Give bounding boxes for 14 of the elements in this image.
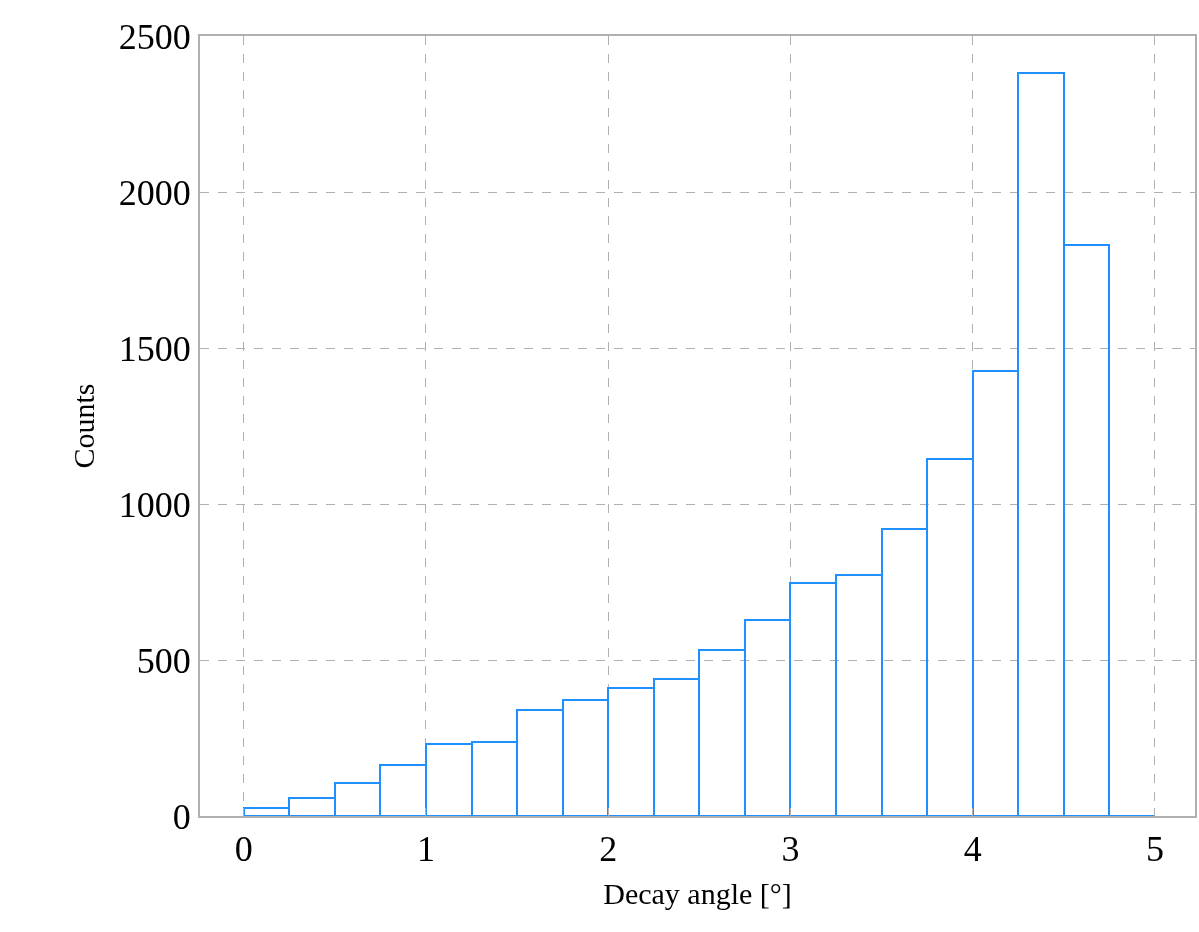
x-axis-title: Decay angle [°] xyxy=(603,877,792,911)
x-tick-label: 2 xyxy=(599,829,618,870)
y-tick-label: 1000 xyxy=(118,484,191,525)
y-tick-label: 2500 xyxy=(118,16,191,57)
y-tick-label: 1500 xyxy=(118,328,191,369)
x-tick-label: 0 xyxy=(234,829,253,870)
x-tick-label: 3 xyxy=(781,829,800,870)
y-tick-label: 500 xyxy=(136,640,191,681)
y-tick-label: 2000 xyxy=(118,172,191,213)
x-tick-label: 1 xyxy=(416,829,435,870)
y-axis-title: Counts xyxy=(67,383,101,469)
x-tick-label: 4 xyxy=(963,829,982,870)
y-tick-label: 0 xyxy=(172,796,191,837)
x-tick-label: 5 xyxy=(1145,829,1164,870)
